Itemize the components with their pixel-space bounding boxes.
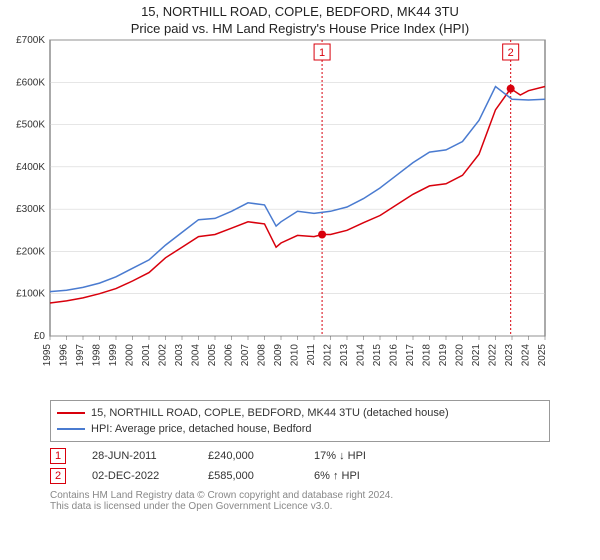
svg-text:2023: 2023 (504, 344, 515, 367)
svg-text:2004: 2004 (191, 344, 202, 367)
svg-text:2001: 2001 (141, 344, 152, 367)
chart-title: 15, NORTHILL ROAD, COPLE, BEDFORD, MK44 … (0, 4, 600, 19)
event-diff: 17% ↓ HPI (314, 450, 404, 462)
legend: 15, NORTHILL ROAD, COPLE, BEDFORD, MK44 … (50, 400, 550, 442)
svg-text:2016: 2016 (389, 344, 400, 367)
svg-text:£700K: £700K (16, 36, 45, 46)
footer-line-1: Contains HM Land Registry data © Crown c… (50, 490, 550, 501)
svg-text:1999: 1999 (108, 344, 119, 367)
svg-text:£0: £0 (34, 331, 46, 342)
svg-text:2002: 2002 (158, 344, 169, 367)
footer-line-2: This data is licensed under the Open Gov… (50, 501, 550, 512)
svg-text:2024: 2024 (521, 344, 532, 367)
legend-row: HPI: Average price, detached house, Bedf… (57, 421, 543, 437)
svg-text:1996: 1996 (59, 344, 70, 367)
svg-text:1: 1 (319, 47, 325, 59)
svg-text:£100K: £100K (16, 289, 45, 300)
svg-text:2014: 2014 (356, 344, 367, 367)
titles: 15, NORTHILL ROAD, COPLE, BEDFORD, MK44 … (0, 0, 600, 36)
svg-text:2005: 2005 (207, 344, 218, 367)
svg-text:2018: 2018 (422, 344, 433, 367)
svg-text:2017: 2017 (405, 344, 416, 367)
svg-text:£300K: £300K (16, 204, 45, 215)
line-chart: £0 £100K £200K £300K £400K £500K £600K £700K 199… (0, 36, 560, 396)
svg-text:£600K: £600K (16, 77, 45, 88)
svg-text:2008: 2008 (257, 344, 268, 367)
svg-text:2007: 2007 (240, 344, 251, 367)
legend-row: 15, NORTHILL ROAD, COPLE, BEDFORD, MK44 … (57, 405, 543, 421)
event-price: £240,000 (208, 450, 288, 462)
svg-text:2013: 2013 (339, 344, 350, 367)
svg-text:2022: 2022 (488, 344, 499, 367)
event-date: 02-DEC-2022 (92, 470, 182, 482)
svg-text:1997: 1997 (75, 344, 86, 367)
svg-text:2020: 2020 (455, 344, 466, 367)
legend-swatch (57, 412, 85, 414)
event-marker-icon: 1 (50, 448, 66, 464)
event-diff: 6% ↑ HPI (314, 470, 404, 482)
events-table: 1 28-JUN-2011 £240,000 17% ↓ HPI 2 02-DEC-202… (50, 448, 550, 484)
svg-text:£400K: £400K (16, 162, 45, 173)
legend-swatch (57, 428, 85, 430)
svg-text:2006: 2006 (224, 344, 235, 367)
svg-text:2003: 2003 (174, 344, 185, 367)
event-marker-icon: 2 (50, 468, 66, 484)
svg-text:2025: 2025 (537, 344, 548, 367)
svg-text:1998: 1998 (92, 344, 103, 367)
svg-text:2009: 2009 (273, 344, 284, 367)
footer: Contains HM Land Registry data © Crown c… (50, 490, 550, 512)
event-row: 2 02-DEC-2022 £585,000 6% ↑ HPI (50, 468, 550, 484)
legend-label: 15, NORTHILL ROAD, COPLE, BEDFORD, MK44 … (91, 407, 449, 419)
svg-text:2: 2 (508, 47, 514, 59)
event-row: 1 28-JUN-2011 £240,000 17% ↓ HPI (50, 448, 550, 464)
svg-text:£200K: £200K (16, 246, 45, 257)
svg-text:1995: 1995 (42, 344, 53, 367)
svg-text:2015: 2015 (372, 344, 383, 367)
chart-subtitle: Price paid vs. HM Land Registry's House … (0, 21, 600, 36)
event-price: £585,000 (208, 470, 288, 482)
svg-text:2021: 2021 (471, 344, 482, 367)
svg-text:2011: 2011 (306, 344, 317, 366)
event-date: 28-JUN-2011 (92, 450, 182, 462)
svg-text:2019: 2019 (438, 344, 449, 367)
legend-label: HPI: Average price, detached house, Bedf… (91, 423, 312, 435)
svg-text:2010: 2010 (290, 344, 301, 367)
svg-text:2000: 2000 (125, 344, 136, 367)
svg-text:£500K: £500K (16, 120, 45, 131)
svg-text:2012: 2012 (323, 344, 334, 367)
